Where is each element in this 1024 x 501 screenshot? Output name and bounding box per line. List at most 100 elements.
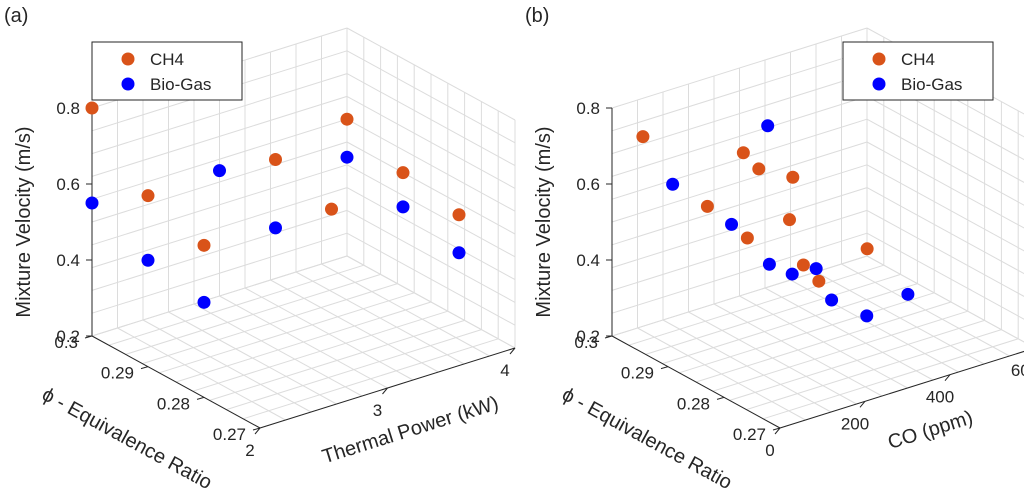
chart-panel-1: 0 200 400 600 0.27 0.28 0.29 0.30.2 0.4 0.6 0.8 CO …	[525, 5, 1024, 494]
data-point-ch4	[860, 242, 874, 256]
data-point-ch4	[636, 130, 650, 144]
grid-line	[679, 292, 935, 374]
y-tick-label: 0.27	[213, 425, 246, 444]
y-tick-mark	[716, 396, 725, 400]
grid-line	[764, 287, 934, 381]
data-point-ch4	[340, 112, 354, 126]
y-tick-label: 0.29	[621, 364, 654, 383]
z-tick-label: 0.2	[576, 327, 600, 346]
x-tick-mark	[509, 347, 516, 355]
legend-entry: Bio-Gas	[901, 75, 962, 94]
legend-box	[842, 41, 994, 101]
data-point-biogas	[762, 257, 776, 271]
x-tick-mark	[254, 427, 261, 435]
data-point-biogas	[785, 267, 799, 281]
grid-line	[611, 95, 868, 177]
data-point-biogas	[725, 217, 739, 231]
grid-line	[142, 283, 398, 365]
grid-line	[611, 50, 868, 132]
data-point-biogas	[141, 253, 155, 267]
grid-line	[866, 118, 1024, 206]
data-point-ch4	[269, 152, 282, 166]
grid-line	[645, 273, 901, 355]
x-tick-label: 200	[841, 414, 869, 433]
grid-line	[346, 118, 516, 212]
x-tick-label: 4	[500, 361, 509, 380]
y-tick-mark	[252, 427, 261, 431]
chart-panel-0: 2 3 4 0.27 0.28 0.29 0.30.2 0.4 0.6 0.8 Thermal Po…	[4, 5, 516, 494]
z-axis-label: Mixture Velocity (m/s)	[13, 126, 35, 317]
z-tick-label: 0.6	[576, 175, 600, 194]
z-tick-label: 0.8	[576, 99, 600, 118]
legend-marker	[121, 77, 135, 91]
data-point-ch4	[783, 213, 796, 227]
data-point-ch4	[796, 258, 810, 272]
grid-line	[866, 187, 1024, 275]
grid-line	[346, 73, 516, 167]
y-tick-mark	[140, 366, 149, 370]
y-axis-line	[611, 335, 781, 429]
legend: CH4 Bio-Gas	[91, 41, 243, 101]
legend-box	[91, 41, 243, 101]
grid-line	[321, 263, 490, 357]
grid-line	[695, 301, 952, 383]
data-point-ch4	[812, 274, 826, 288]
grid-line	[346, 95, 516, 189]
x-tick-mark	[774, 427, 781, 435]
grid-line	[244, 287, 414, 381]
grid-line	[628, 264, 884, 346]
panel-label: (b)	[525, 5, 549, 27]
z-tick-label: 0.6	[56, 175, 80, 194]
data-point-ch4	[325, 202, 338, 216]
grid-line	[611, 118, 868, 200]
grid-line	[866, 95, 1024, 183]
y-tick-mark	[660, 366, 669, 370]
data-point-ch4	[197, 238, 211, 252]
x-axis-label: CO (ppm)	[885, 407, 975, 454]
grid-line	[346, 27, 516, 121]
grid-line	[346, 141, 516, 235]
z-tick-label: 0.2	[56, 327, 80, 346]
grid-line	[346, 50, 516, 144]
x-tick-label: 600	[1011, 361, 1024, 380]
grid-line	[866, 141, 1024, 229]
data-point-biogas	[269, 221, 282, 235]
x-tick-label: 2	[245, 441, 254, 460]
y-tick-mark	[772, 427, 781, 431]
data-point-biogas	[396, 200, 410, 214]
grid-line	[175, 301, 432, 383]
data-point-ch4	[85, 101, 99, 115]
grid-line	[108, 264, 364, 346]
data-point-biogas	[809, 262, 823, 276]
grid-line	[866, 232, 1024, 320]
data-point-biogas	[85, 196, 99, 210]
data-point-ch4	[786, 170, 800, 184]
grid-line	[815, 271, 985, 365]
grid-line	[270, 279, 439, 373]
grid-line	[790, 279, 959, 373]
grid-line	[295, 271, 465, 365]
x-tick-label: 400	[926, 388, 954, 407]
data-point-ch4	[396, 166, 410, 180]
grid-line	[866, 209, 1024, 297]
legend-entry: Bio-Gas	[150, 75, 211, 94]
x-tick-mark	[382, 387, 388, 395]
data-point-biogas	[452, 246, 466, 260]
legend: CH4 Bio-Gas	[842, 41, 994, 101]
data-point-ch4	[736, 146, 750, 160]
y-tick-label: 0.29	[101, 364, 134, 383]
grid-line	[611, 255, 868, 337]
grid-line	[91, 95, 348, 177]
panel-label: (a)	[4, 5, 28, 27]
y-tick-label: 0.3	[54, 333, 78, 352]
grid-line	[611, 141, 868, 223]
grid-line	[91, 255, 348, 337]
data-point-ch4	[740, 231, 754, 245]
legend-entry: CH4	[150, 50, 184, 69]
legend-marker	[872, 77, 886, 91]
z-tick-label: 0.4	[56, 251, 80, 270]
data-point-biogas	[761, 119, 775, 133]
legend-marker	[872, 52, 886, 66]
y-tick-mark	[196, 396, 205, 400]
